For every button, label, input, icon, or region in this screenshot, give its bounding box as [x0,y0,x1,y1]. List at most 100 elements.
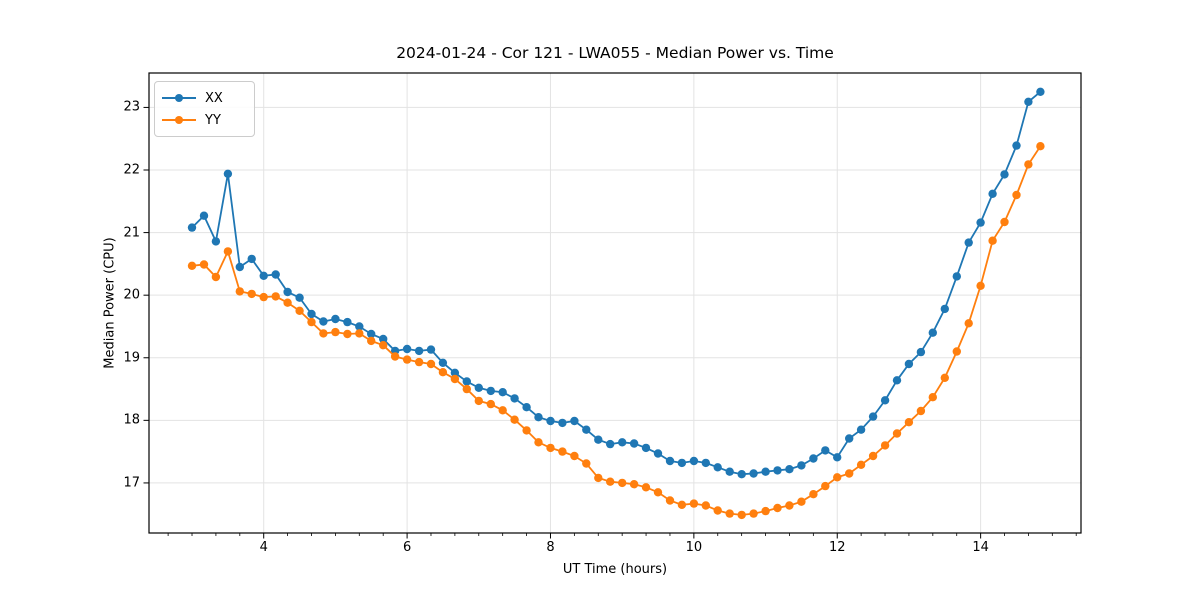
legend-marker-xx [162,93,196,103]
data-point-xx [1036,87,1045,97]
data-point-xx [199,211,209,220]
data-point-xx [510,394,519,403]
y-tick-label: 18 [123,412,140,428]
data-point-yy [534,438,543,447]
data-point-xx [558,418,567,428]
data-point-xx [594,435,603,444]
y-tick-label: 21 [123,225,140,241]
data-point-xx [916,347,926,357]
data-point-yy [187,261,197,270]
data-point-xx [486,386,495,396]
legend-label-yy: YY [205,112,221,128]
data-point-xx [414,346,424,356]
data-point-yy [868,451,878,461]
data-point-yy [211,272,221,282]
data-point-yy [247,289,256,299]
data-point-xx [247,254,256,264]
data-point-xx [725,467,734,476]
y-tick-label: 19 [123,350,140,366]
data-point-yy [845,469,854,478]
data-point-yy [295,306,304,315]
data-point-xx [235,262,244,272]
data-point-yy [761,506,770,516]
data-point-yy [1036,142,1045,151]
y-axis-label: Median Power (CPU) [102,237,118,369]
x-tick-label: 14 [972,540,989,555]
data-point-xx [534,413,543,422]
data-point-xx [761,467,770,476]
data-point-xx [570,416,579,426]
data-point-xx [474,383,483,392]
data-point-xx [892,376,902,385]
data-point-yy [199,260,209,269]
data-point-yy [952,347,961,356]
data-point-yy [1012,190,1021,200]
data-point-xx [821,446,830,455]
data-point-xx [976,218,985,227]
data-point-xx [307,309,316,319]
y-tick-label: 20 [123,287,140,303]
data-point-xx [522,403,531,412]
legend-marker-yy [162,115,196,125]
data-point-yy [809,490,818,499]
x-tick-label: 10 [685,540,703,555]
data-point-yy [414,357,424,367]
x-tick-label: 4 [259,540,268,555]
legend-label-xx: XX [205,90,223,106]
data-point-xx [187,223,197,232]
data-point-xx [1000,170,1009,179]
data-point-xx [618,438,627,447]
data-point-yy [773,503,782,513]
data-point-xx [606,439,615,449]
data-point-xx [773,466,782,475]
data-point-yy [821,481,830,491]
data-point-yy [665,496,675,505]
data-point-yy [618,478,627,488]
data-point-yy [1024,160,1033,169]
data-point-yy [653,488,663,497]
data-point-yy [904,418,914,427]
data-point-yy [331,327,340,337]
data-point-yy [606,477,615,486]
data-point-yy [749,509,758,518]
data-point-xx [880,396,890,405]
data-point-yy [629,480,639,489]
data-point-xx [749,469,758,478]
data-point-xx [271,270,280,279]
data-point-yy [498,406,507,415]
data-point-yy [701,501,710,510]
data-point-xx [498,388,507,397]
data-point-xx [331,314,340,324]
x-tick-label: 8 [546,540,555,555]
data-point-xx [952,272,961,281]
data-point-xx [629,439,639,448]
data-point-xx [355,322,364,331]
data-point-xx [988,189,997,198]
data-point-yy [964,319,973,328]
data-point-xx [689,456,699,466]
data-point-yy [916,406,926,416]
legend: XX YY [154,81,255,137]
data-point-yy [271,292,280,301]
data-point-xx [283,287,292,297]
data-point-xx [928,328,937,337]
data-point-xx [797,461,806,470]
data-point-xx [665,456,675,466]
data-point-yy [343,329,352,339]
data-point-yy [522,426,531,435]
data-point-yy [379,341,388,350]
data-point-yy [570,451,579,461]
data-point-yy [582,459,591,468]
data-point-yy [940,373,949,382]
data-point-xx [809,454,818,463]
data-point-yy [390,352,400,361]
data-point-xx [462,377,471,386]
data-point-yy [641,483,651,492]
data-point-yy [856,460,866,469]
data-point-yy [438,368,448,377]
x-tick-label: 12 [828,540,846,555]
y-tick-label: 22 [123,162,140,178]
series-line-xx [191,91,1041,476]
data-point-yy [355,329,364,338]
